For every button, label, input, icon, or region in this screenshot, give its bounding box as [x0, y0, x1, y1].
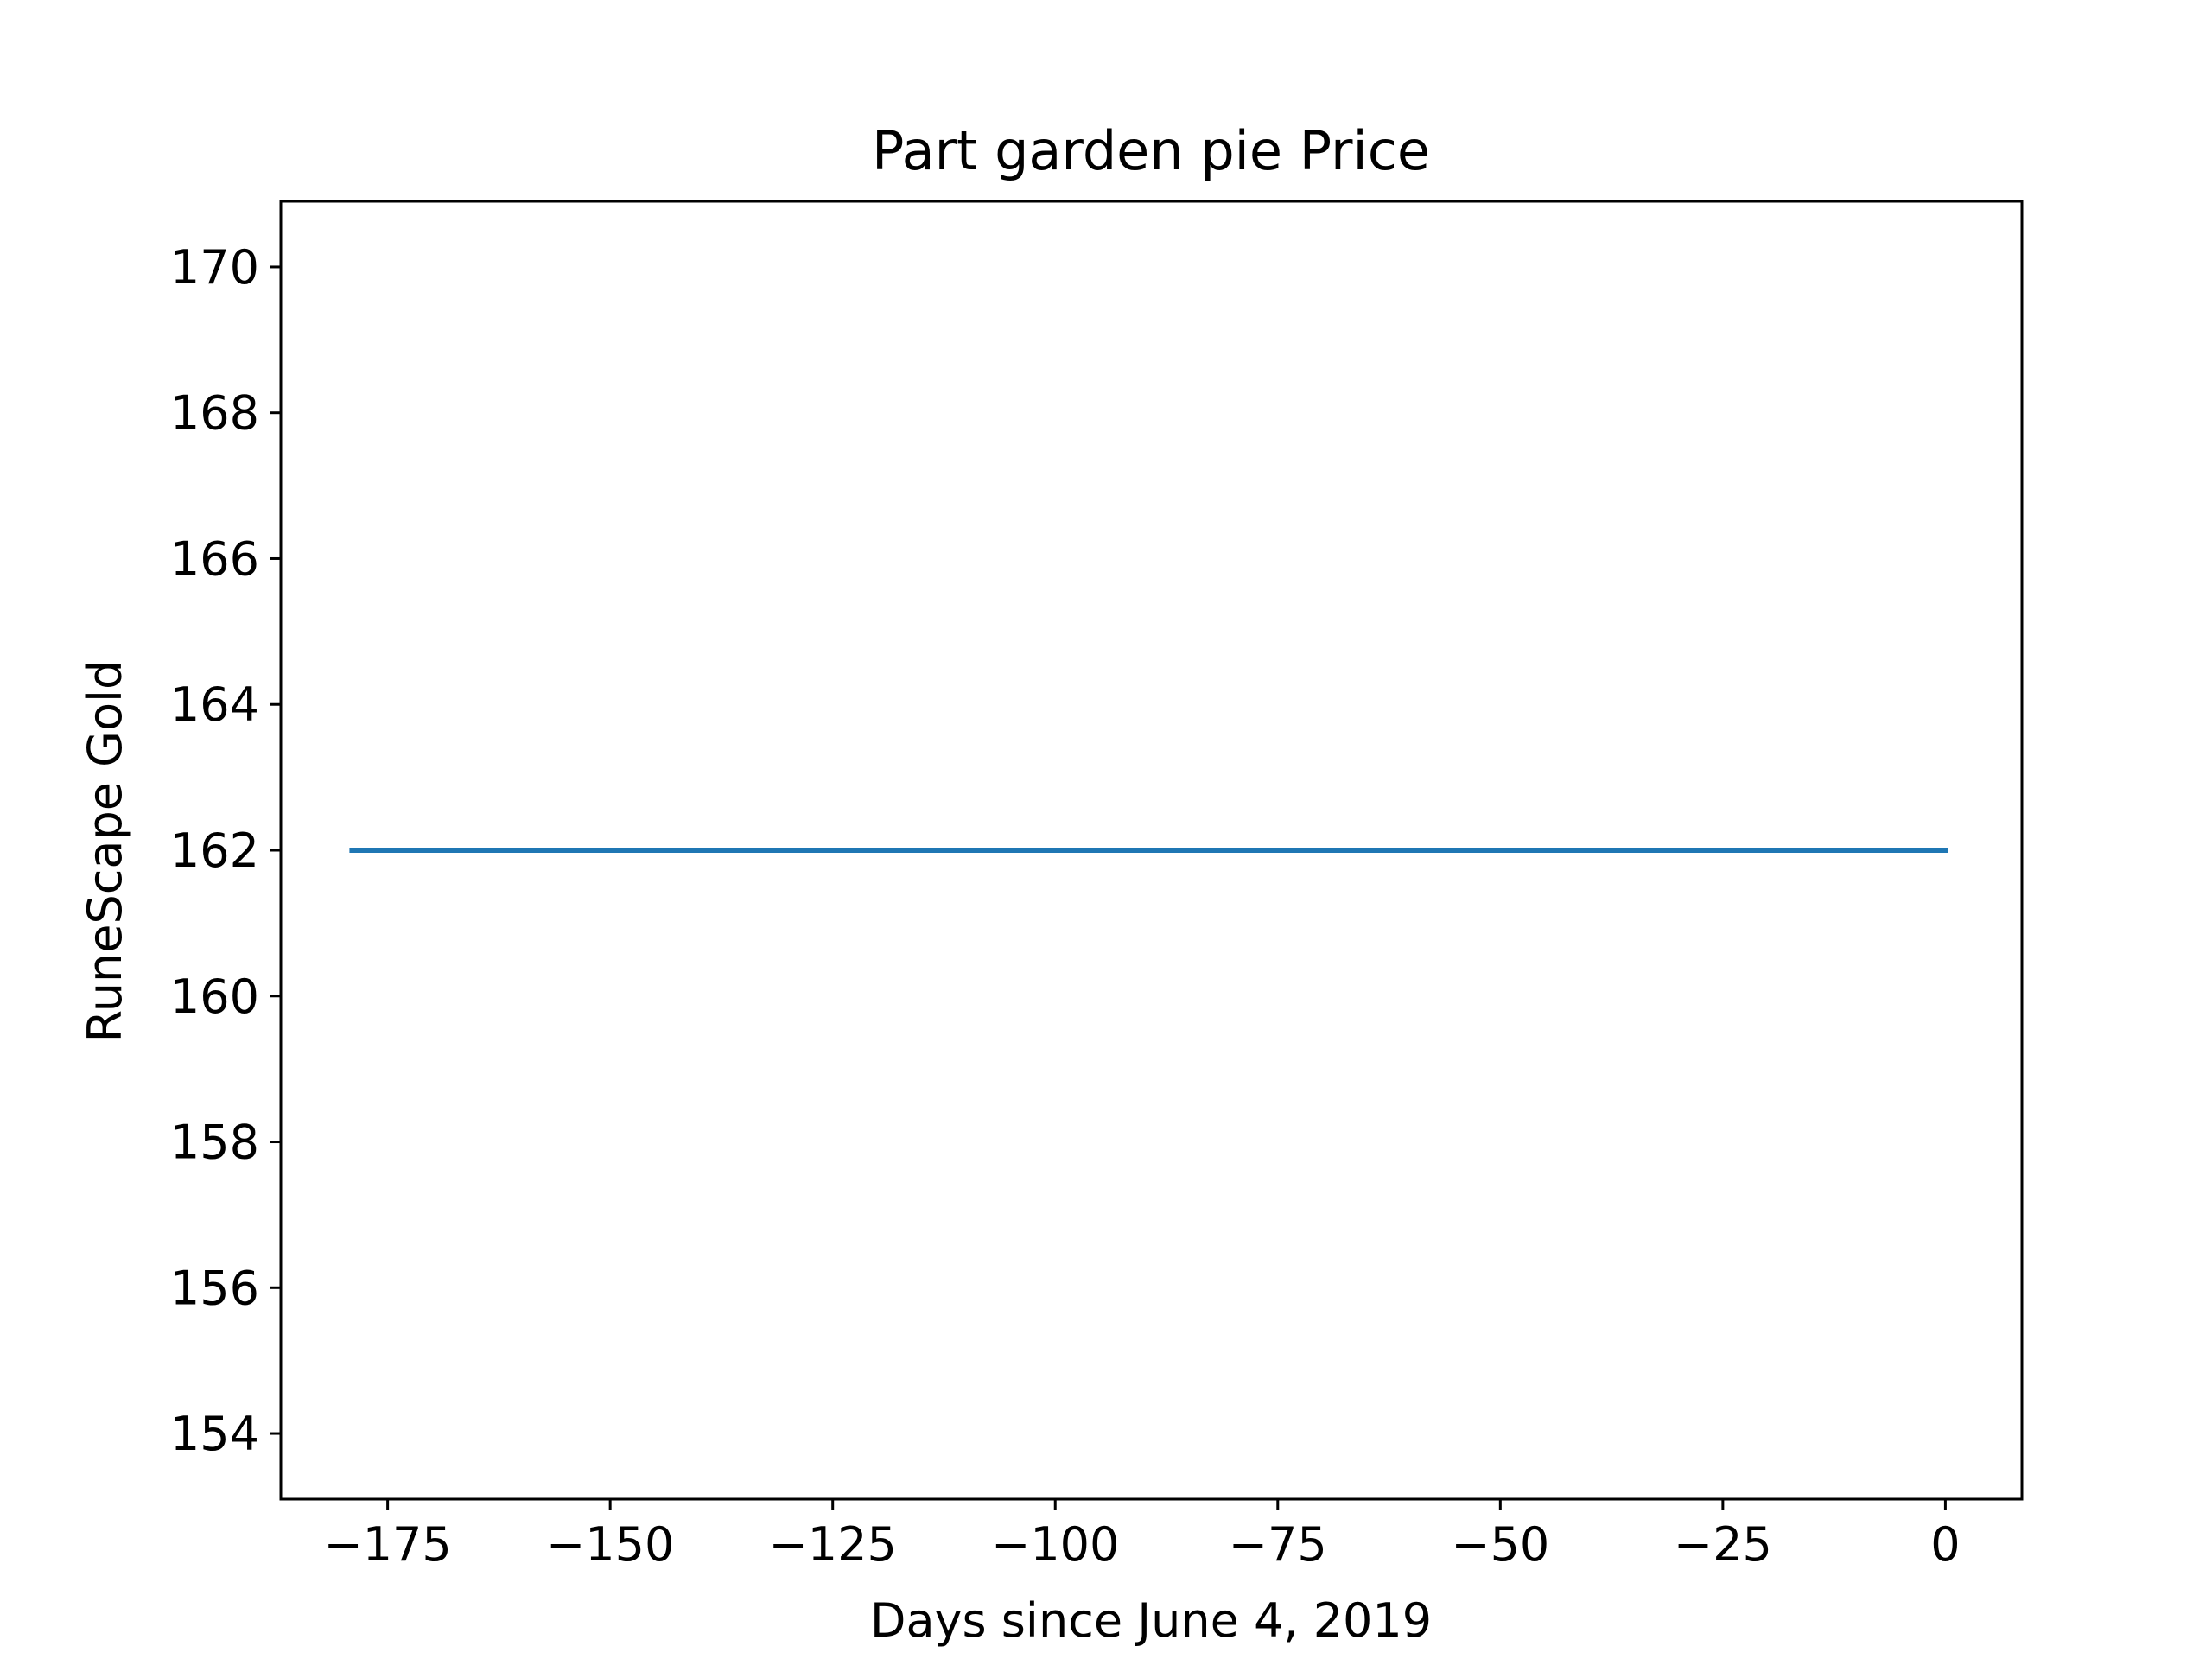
y-tick-label: 168 — [170, 386, 259, 441]
y-tick-label: 166 — [170, 531, 259, 586]
y-tick-label: 158 — [170, 1116, 259, 1170]
y-tick-label: 154 — [170, 1407, 259, 1461]
x-axis: −175 −150 −125 −100 −75 −50 −25 0 — [323, 1499, 1961, 1572]
y-tick-label: 170 — [170, 240, 259, 295]
x-tick-label: −150 — [546, 1517, 674, 1572]
y-tick-label: 162 — [170, 823, 259, 878]
plot-area — [279, 200, 2024, 1501]
y-tick-label: 164 — [170, 677, 259, 732]
x-tick-label: −100 — [991, 1517, 1119, 1572]
chart-title: Part garden pie Price — [872, 119, 1430, 182]
x-tick-label: −25 — [1674, 1517, 1772, 1572]
x-axis-label: Days since June 4, 2019 — [870, 1593, 1432, 1648]
y-tick-label: 160 — [170, 969, 259, 1024]
x-tick-label: −175 — [323, 1517, 451, 1572]
y-axis-label: RuneScape Gold — [78, 660, 132, 1043]
y-axis: 154 156 158 160 162 164 166 168 170 — [170, 240, 281, 1461]
x-tick-label: −75 — [1229, 1517, 1327, 1572]
x-tick-label: 0 — [1930, 1517, 1960, 1572]
x-tick-label: −50 — [1451, 1517, 1549, 1572]
x-tick-label: −125 — [769, 1517, 897, 1572]
y-tick-label: 156 — [170, 1261, 259, 1315]
